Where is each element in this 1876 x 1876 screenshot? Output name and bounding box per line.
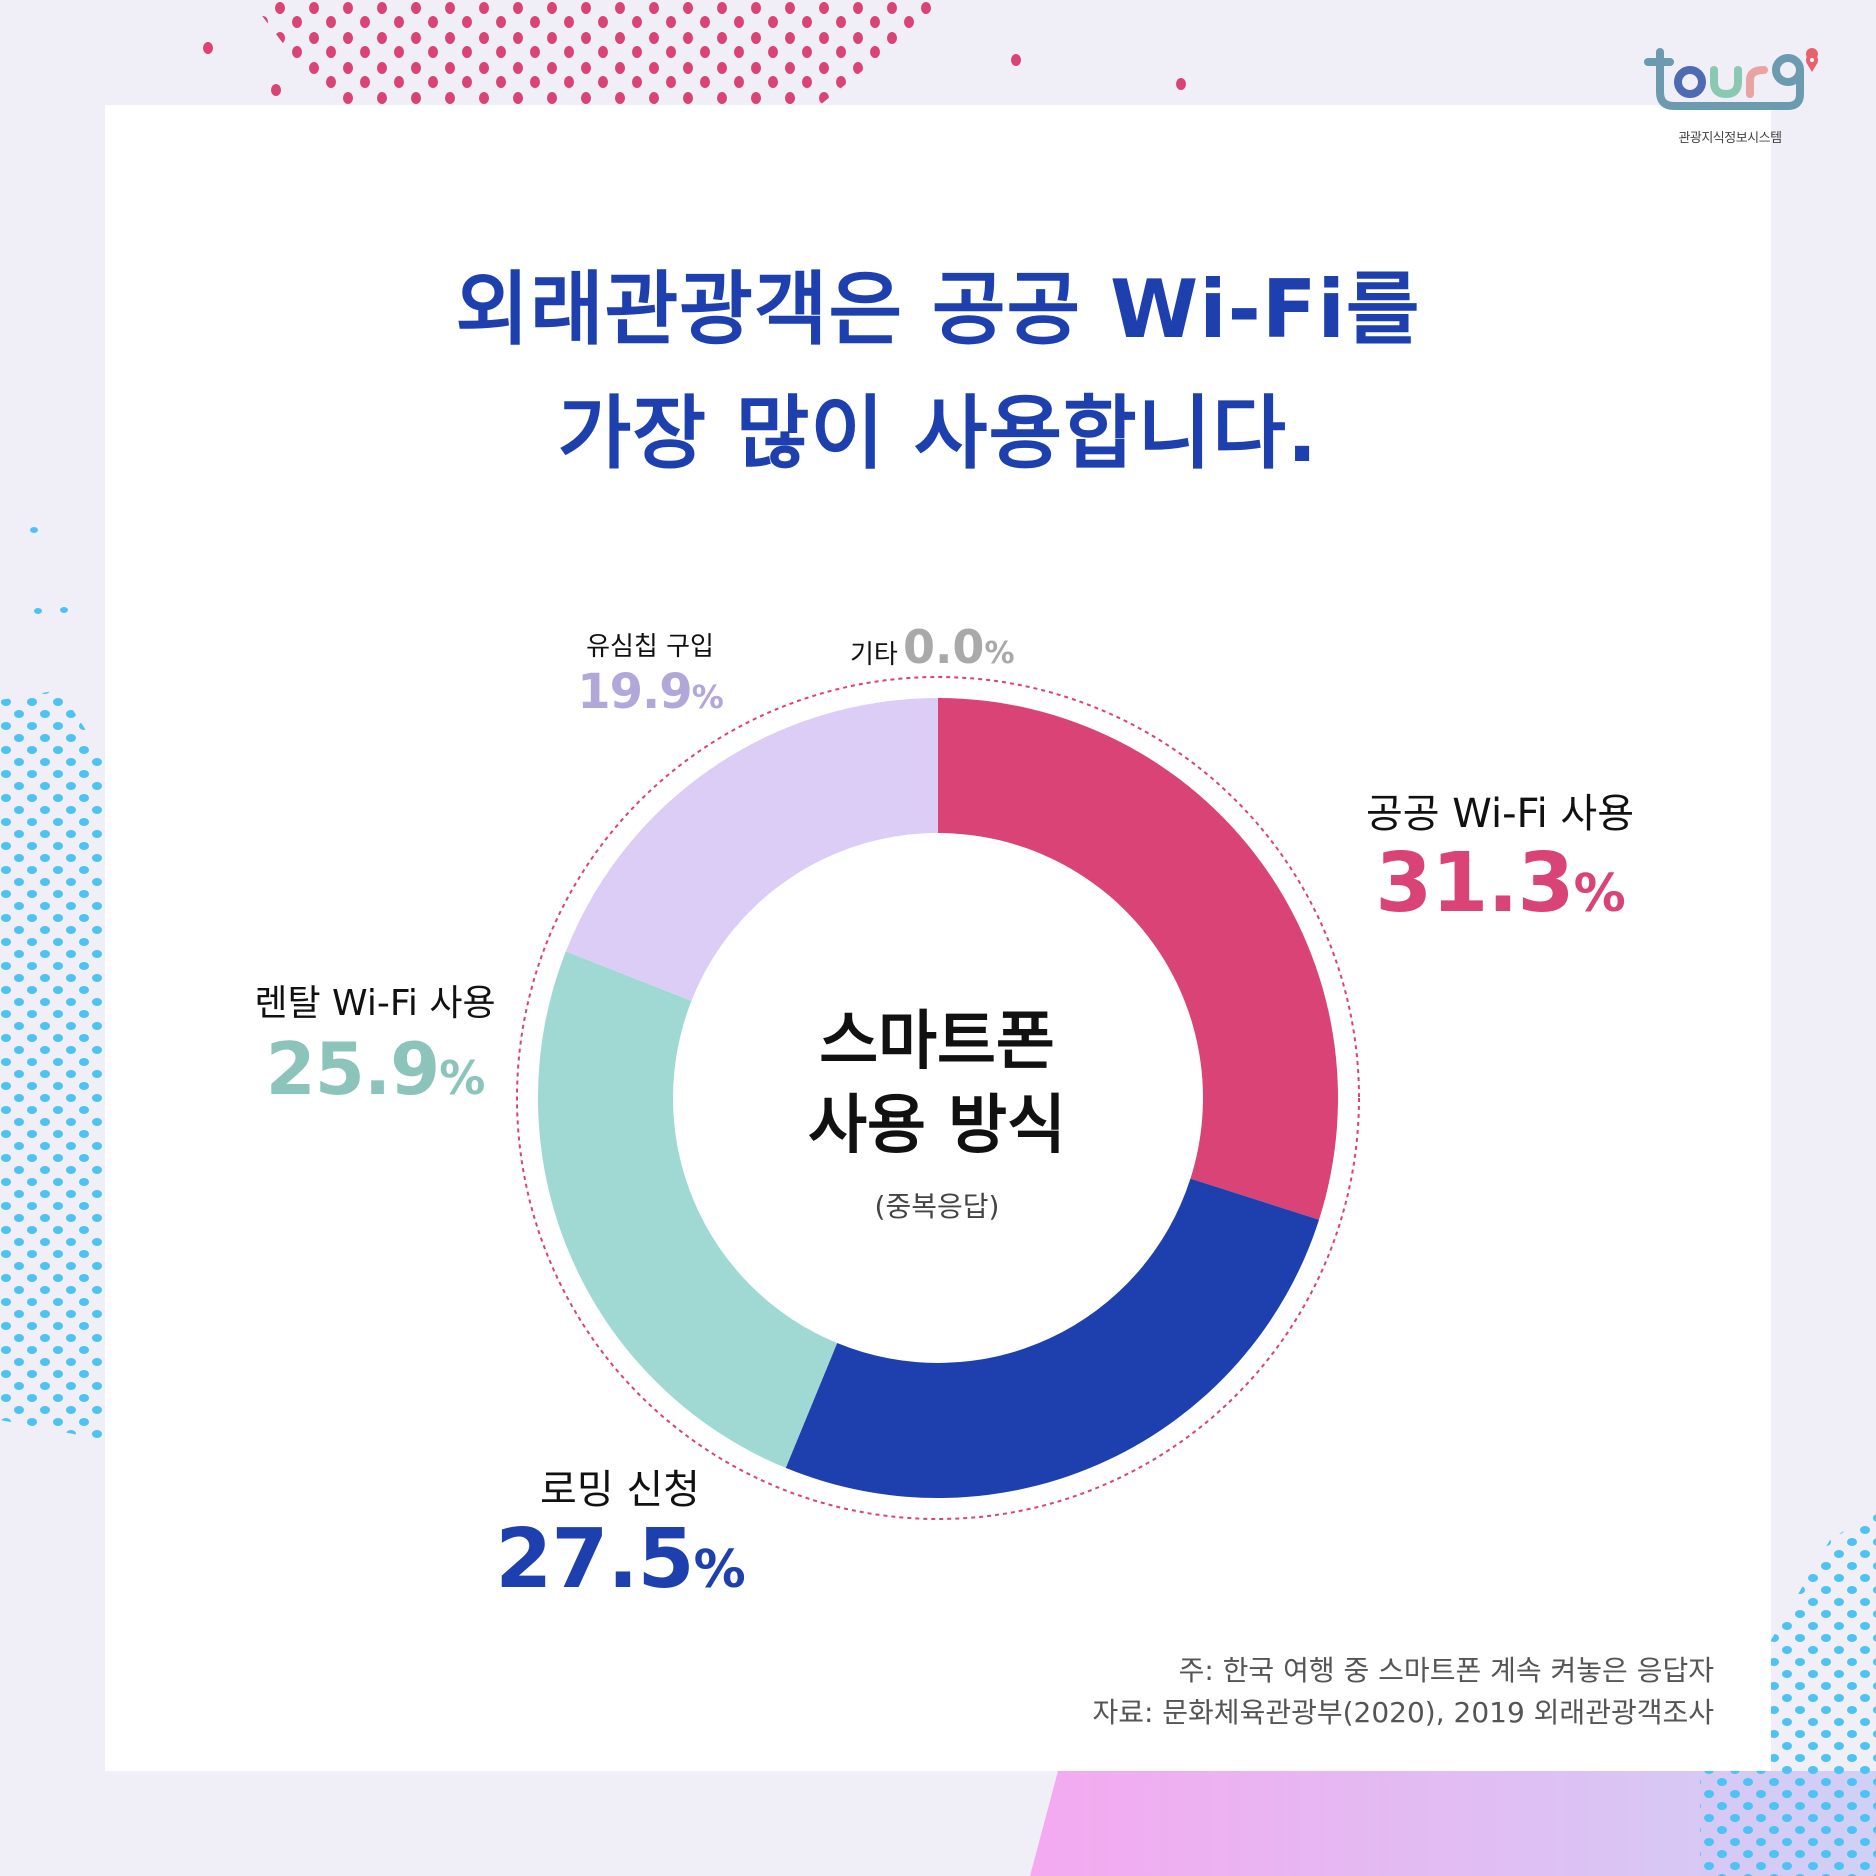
blue-dot-pattern-left [0,690,105,1440]
title-line-1: 외래관광객은 공공 Wi-Fi를 [455,263,1421,356]
footnote-source: 자료: 문화체육관광부(2020), 2019 외래관광객조사 [1092,1696,1714,1729]
label-name: 기타 [850,640,898,670]
donut-segment [938,698,1338,1220]
pink-dot-pattern [250,0,950,105]
blue-dot-pattern-right [1700,1510,1876,1876]
center-title: 스마트폰 사용 방식 [737,1000,1137,1168]
center-note: (중복응답) [874,1190,1000,1223]
bottom-gradient-band [1030,1771,1876,1876]
title-line-2: 가장 많이 사용합니다. [557,387,1319,480]
label-value: 0.0% [902,620,1015,674]
footnote-note: 주: 한국 여행 중 스마트폰 계속 켜놓은 응답자 [1178,1654,1714,1687]
center-title-line-1: 스마트폰 [819,1005,1055,1079]
label-name: 렌탈 Wi-Fi 사용 [254,983,496,1024]
label-usim: 유심칩 구입 19.9% [540,630,760,725]
label-name: 공공 Wi-Fi 사용 [1365,791,1635,837]
label-public-wifi: 공공 Wi-Fi 사용 31.3% [1310,790,1690,940]
label-value: 25.9% [265,1027,486,1111]
label-roaming: 로밍 신청 27.5% [460,1466,780,1616]
label-rental-wifi: 렌탈 Wi-Fi 사용 25.9% [230,980,520,1119]
label-name: 유심칩 구입 [586,632,714,662]
label-other: 기타 0.0% [850,620,1015,674]
footnote: 주: 한국 여행 중 스마트폰 계속 켜놓은 응답자 자료: 문화체육관광부(2… [1092,1650,1714,1734]
logo-subtitle: 관광지식정보시스템 [1678,131,1782,146]
donut-segment [785,1178,1320,1498]
center-title-line-2: 사용 방식 [808,1089,1066,1163]
dotted-ring [516,676,1360,1520]
label-value: 27.5% [495,1512,745,1607]
label-value: 19.9% [577,664,724,720]
label-value: 31.3% [1375,836,1625,931]
tour9-logo [1644,48,1818,110]
donut-segment [565,698,938,1001]
location-pin-icon [1805,48,1818,72]
label-name: 로밍 신청 [540,1467,700,1513]
donut-segment [538,951,838,1468]
page-title: 외래관광객은 공공 Wi-Fi를 가장 많이 사용합니다. [0,248,1876,496]
